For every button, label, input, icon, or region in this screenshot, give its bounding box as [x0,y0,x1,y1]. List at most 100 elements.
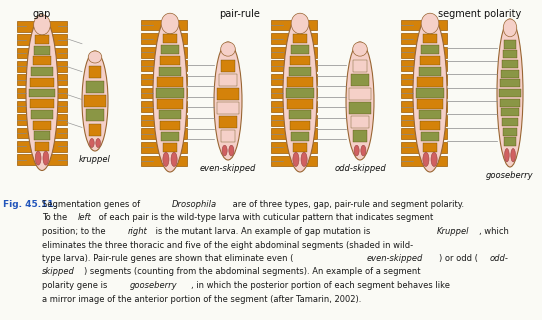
Bar [416,88,444,98]
Bar [504,137,516,146]
Bar [141,128,187,139]
Ellipse shape [421,13,439,34]
Bar [160,121,180,130]
Bar [141,33,187,44]
Bar [290,121,310,130]
Ellipse shape [505,148,509,162]
Bar [160,56,180,65]
Bar [85,95,106,107]
Bar [401,156,447,166]
Bar [87,109,104,122]
Text: Fig. 45.11.: Fig. 45.11. [3,200,57,209]
Bar [353,131,366,142]
Bar [504,50,517,58]
Bar [34,131,50,140]
Bar [401,60,447,71]
Text: even-skipped: even-skipped [366,254,423,263]
Bar [141,101,187,112]
Bar [217,102,238,114]
Bar [423,34,437,43]
Text: pair-rule: pair-rule [220,9,261,19]
Bar [401,128,447,139]
Bar [502,118,518,126]
Ellipse shape [34,15,50,35]
Text: skipped: skipped [42,268,75,276]
Ellipse shape [293,152,299,166]
Ellipse shape [346,42,374,160]
Bar [293,34,307,43]
Ellipse shape [163,152,169,166]
Bar [401,74,447,85]
Bar [220,116,237,128]
Ellipse shape [353,42,367,56]
Bar [141,74,187,85]
Text: ) or odd (: ) or odd ( [439,254,478,263]
Bar [420,121,440,130]
Bar [17,114,67,125]
Bar [289,67,311,76]
Bar [423,143,437,152]
Bar [17,141,67,152]
Ellipse shape [511,148,515,162]
Bar [502,60,518,68]
Bar [162,132,178,141]
Bar [401,33,447,44]
Bar [417,99,443,108]
Bar [401,20,447,30]
Ellipse shape [222,145,227,156]
Bar [141,20,187,30]
Ellipse shape [96,139,100,148]
Bar [159,67,181,76]
Bar [420,56,440,65]
Bar [163,34,177,43]
Bar [141,156,187,166]
Text: eliminates the three thoracic and five of the eight abdominal segments (shaded i: eliminates the three thoracic and five o… [42,241,413,250]
Bar [34,46,50,55]
Bar [292,132,308,141]
Bar [287,77,313,87]
Bar [89,66,101,78]
Ellipse shape [26,15,58,171]
Bar [29,89,55,98]
Bar [17,154,67,165]
Bar [419,110,441,119]
Bar [271,101,317,112]
Bar [141,88,187,98]
Bar [417,77,443,87]
Bar [271,88,317,98]
Bar [221,131,235,142]
Text: left: left [78,213,92,222]
Bar [401,142,447,153]
Text: , in which the posterior portion of each segment behaves like: , in which the posterior portion of each… [191,281,450,290]
Bar [353,60,366,72]
Bar [30,78,54,87]
Bar [504,128,517,136]
Bar [141,115,187,125]
Text: right: right [127,227,147,236]
Bar [350,88,371,100]
Bar [351,74,369,86]
Bar [35,142,49,151]
Bar [351,116,369,128]
Text: gap: gap [33,9,51,19]
Bar [500,99,520,107]
Bar [271,128,317,139]
Bar [401,115,447,125]
Text: polarity gene is: polarity gene is [42,281,110,290]
Bar [289,110,311,119]
Bar [141,47,187,58]
Bar [17,74,67,85]
Bar [141,60,187,71]
Bar [499,89,521,97]
Bar [159,110,181,119]
Bar [286,88,314,98]
Bar [17,61,67,72]
Text: Segmentation genes of: Segmentation genes of [42,200,143,209]
Ellipse shape [88,51,102,63]
Bar [401,47,447,58]
Text: type larva). Pair-rule genes are shown that eliminate even (: type larva). Pair-rule genes are shown t… [42,254,293,263]
Bar [401,88,447,98]
Text: Kruppel: Kruppel [437,227,469,236]
Bar [500,79,520,87]
Bar [419,67,441,76]
